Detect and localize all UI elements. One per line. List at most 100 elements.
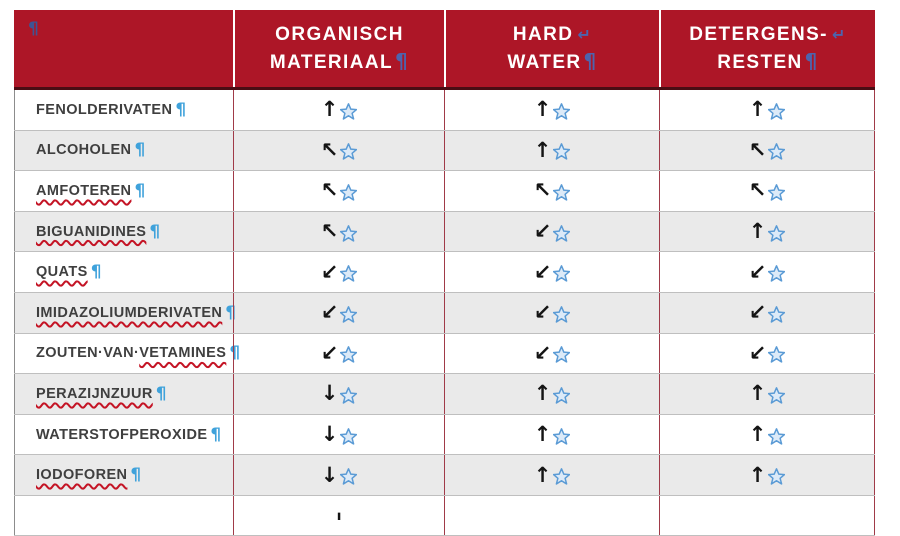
- rating-cell[interactable]: ↖: [233, 171, 444, 211]
- rating-cell[interactable]: ↙: [233, 252, 444, 292]
- row-label: AMFOTEREN: [36, 182, 132, 199]
- table-row-clipped: ↓: [14, 495, 875, 536]
- line-break-icon: ↵: [831, 24, 847, 44]
- rating-cell[interactable]: ↑: [659, 374, 875, 414]
- down-left-arrow-icon: ↙: [533, 219, 552, 244]
- rating-cell[interactable]: ↑: [659, 414, 875, 455]
- pilcrow-icon: ¶: [394, 48, 410, 73]
- down-left-arrow-icon: ↙: [320, 259, 339, 284]
- rating-cell[interactable]: ↑: [233, 90, 444, 130]
- rating-cell[interactable]: ↖: [659, 130, 875, 171]
- star-icon: [340, 265, 358, 282]
- pilcrow-icon: ¶: [149, 221, 161, 242]
- disinfectants-interference-table: ¶ ORGANISCH MATERIAAL ¶ HARD ↵ WATER ¶ DETERGEN…: [14, 10, 875, 536]
- star-icon: [340, 305, 358, 323]
- row-label-cell[interactable]: WATERSTOFPEROXIDE ¶: [14, 414, 233, 455]
- header-corner-cell[interactable]: ¶: [14, 10, 233, 87]
- up-arrow-icon: ↑: [533, 462, 552, 487]
- up-left-arrow-icon: ↖: [320, 178, 339, 203]
- header-line: WATER ¶: [507, 48, 598, 73]
- star-icon: [768, 143, 786, 161]
- star-icon: [340, 143, 358, 161]
- pilcrow-icon: ¶: [28, 19, 41, 39]
- row-label: VETAMINES: [139, 345, 227, 362]
- row-label-cell[interactable]: IMIDAZOLIUMDERIVATEN ¶: [14, 292, 236, 333]
- star-icon: [553, 427, 571, 445]
- rating-cell[interactable]: ↑: [444, 130, 659, 171]
- row-label-cell[interactable]: BIGUANIDINES ¶: [14, 211, 233, 252]
- star-icon: [340, 346, 358, 364]
- down-left-arrow-icon: ↙: [320, 300, 339, 325]
- rating-cell[interactable]: ↑: [444, 414, 659, 455]
- rating-cell[interactable]: ↓: [233, 374, 444, 414]
- up-arrow-icon: ↑: [748, 422, 767, 447]
- table-row: QUATS ¶ ↙ ↙ ↙: [14, 252, 875, 293]
- star-icon: [768, 387, 786, 404]
- rating-cell[interactable]: ↑: [444, 90, 659, 130]
- rating-cell[interactable]: ↓: [233, 455, 444, 495]
- rating-cell[interactable]: ↖: [659, 171, 875, 211]
- down-left-arrow-icon: ↙: [748, 300, 767, 325]
- row-label-cell[interactable]: PERAZIJNZUUR ¶: [14, 374, 233, 414]
- row-label-cell[interactable]: [659, 495, 875, 535]
- star-icon: [553, 346, 571, 364]
- down-arrow-icon: ↓: [320, 381, 339, 406]
- rating-cell[interactable]: ↙: [444, 252, 659, 292]
- star-icon: [553, 184, 571, 201]
- row-label: ALCOHOLEN: [36, 142, 132, 159]
- row-label-cell[interactable]: QUATS ¶: [14, 252, 233, 292]
- star-icon: [553, 265, 571, 282]
- down-arrow-icon: ↓: [320, 422, 339, 447]
- header-cell-detergens[interactable]: DETERGENS- ↵ RESTEN ¶: [659, 10, 875, 87]
- pilcrow-icon: ¶: [134, 140, 146, 161]
- pilcrow-icon: ¶: [175, 99, 187, 120]
- star-icon: [553, 468, 571, 485]
- row-label: FENOLDERIVATEN: [36, 101, 173, 118]
- rating-cell[interactable]: ↖: [233, 130, 444, 171]
- star-icon: [553, 224, 571, 242]
- rating-cell[interactable]: ↙: [233, 333, 444, 374]
- rating-cell[interactable]: ↑: [444, 455, 659, 495]
- rating-cell[interactable]: ↓: [233, 495, 444, 535]
- rating-cell[interactable]: ↑: [659, 90, 875, 130]
- up-arrow-icon: ↑: [748, 97, 767, 122]
- rating-cell[interactable]: ↙: [444, 333, 659, 374]
- rating-cell[interactable]: ↙: [444, 211, 659, 252]
- table-row: WATERSTOFPEROXIDE ¶ ↓ ↑ ↑: [14, 414, 875, 456]
- rating-cell[interactable]: ↑: [659, 455, 875, 495]
- rating-cell[interactable]: ↖: [233, 211, 444, 252]
- rating-cell[interactable]: ↓: [233, 414, 444, 455]
- rating-cell[interactable]: ↙: [233, 292, 444, 333]
- rating-cell[interactable]: ↙: [659, 333, 875, 374]
- pilcrow-icon: ¶: [804, 48, 819, 73]
- row-label-cell[interactable]: ZOUTEN·VAN· VETAMINES ¶: [14, 333, 240, 374]
- rating-cell[interactable]: ↑: [444, 374, 659, 414]
- rating-cell[interactable]: ↙: [444, 292, 659, 333]
- header-line: RESTEN ¶: [717, 48, 819, 73]
- row-label-cell[interactable]: ALCOHOLEN ¶: [14, 130, 233, 171]
- up-arrow-icon: ↑: [533, 137, 552, 162]
- down-arrow-icon: ↓: [320, 462, 339, 487]
- rating-cell[interactable]: ↙: [659, 292, 875, 333]
- down-left-arrow-icon: ↙: [533, 259, 552, 284]
- pilcrow-icon: ¶: [210, 424, 222, 445]
- up-arrow-icon: ↑: [748, 219, 767, 244]
- row-label-cell[interactable]: [444, 495, 659, 535]
- rating-cell[interactable]: ↖: [444, 171, 659, 211]
- star-icon: [340, 184, 358, 201]
- row-label-cell[interactable]: [14, 495, 233, 535]
- down-left-arrow-icon: ↙: [748, 259, 767, 284]
- header-cell-organisch[interactable]: ORGANISCH MATERIAAL ¶: [233, 10, 444, 87]
- rating-cell[interactable]: ↑: [659, 211, 875, 252]
- row-label-cell[interactable]: FENOLDERIVATEN ¶: [14, 90, 233, 130]
- header-cell-hard[interactable]: HARD ↵ WATER ¶: [444, 10, 659, 87]
- row-label-cell[interactable]: AMFOTEREN ¶: [14, 171, 233, 211]
- star-icon: [768, 265, 786, 282]
- clipped-content: ↓: [330, 511, 348, 520]
- row-label-cell[interactable]: IODOFOREN ¶: [14, 455, 233, 495]
- pilcrow-icon: ¶: [130, 465, 142, 486]
- up-arrow-icon: ↑: [533, 381, 552, 406]
- pilcrow-icon: ¶: [583, 48, 598, 73]
- rating-cell[interactable]: ↙: [659, 252, 875, 292]
- up-arrow-icon: ↑: [533, 97, 552, 122]
